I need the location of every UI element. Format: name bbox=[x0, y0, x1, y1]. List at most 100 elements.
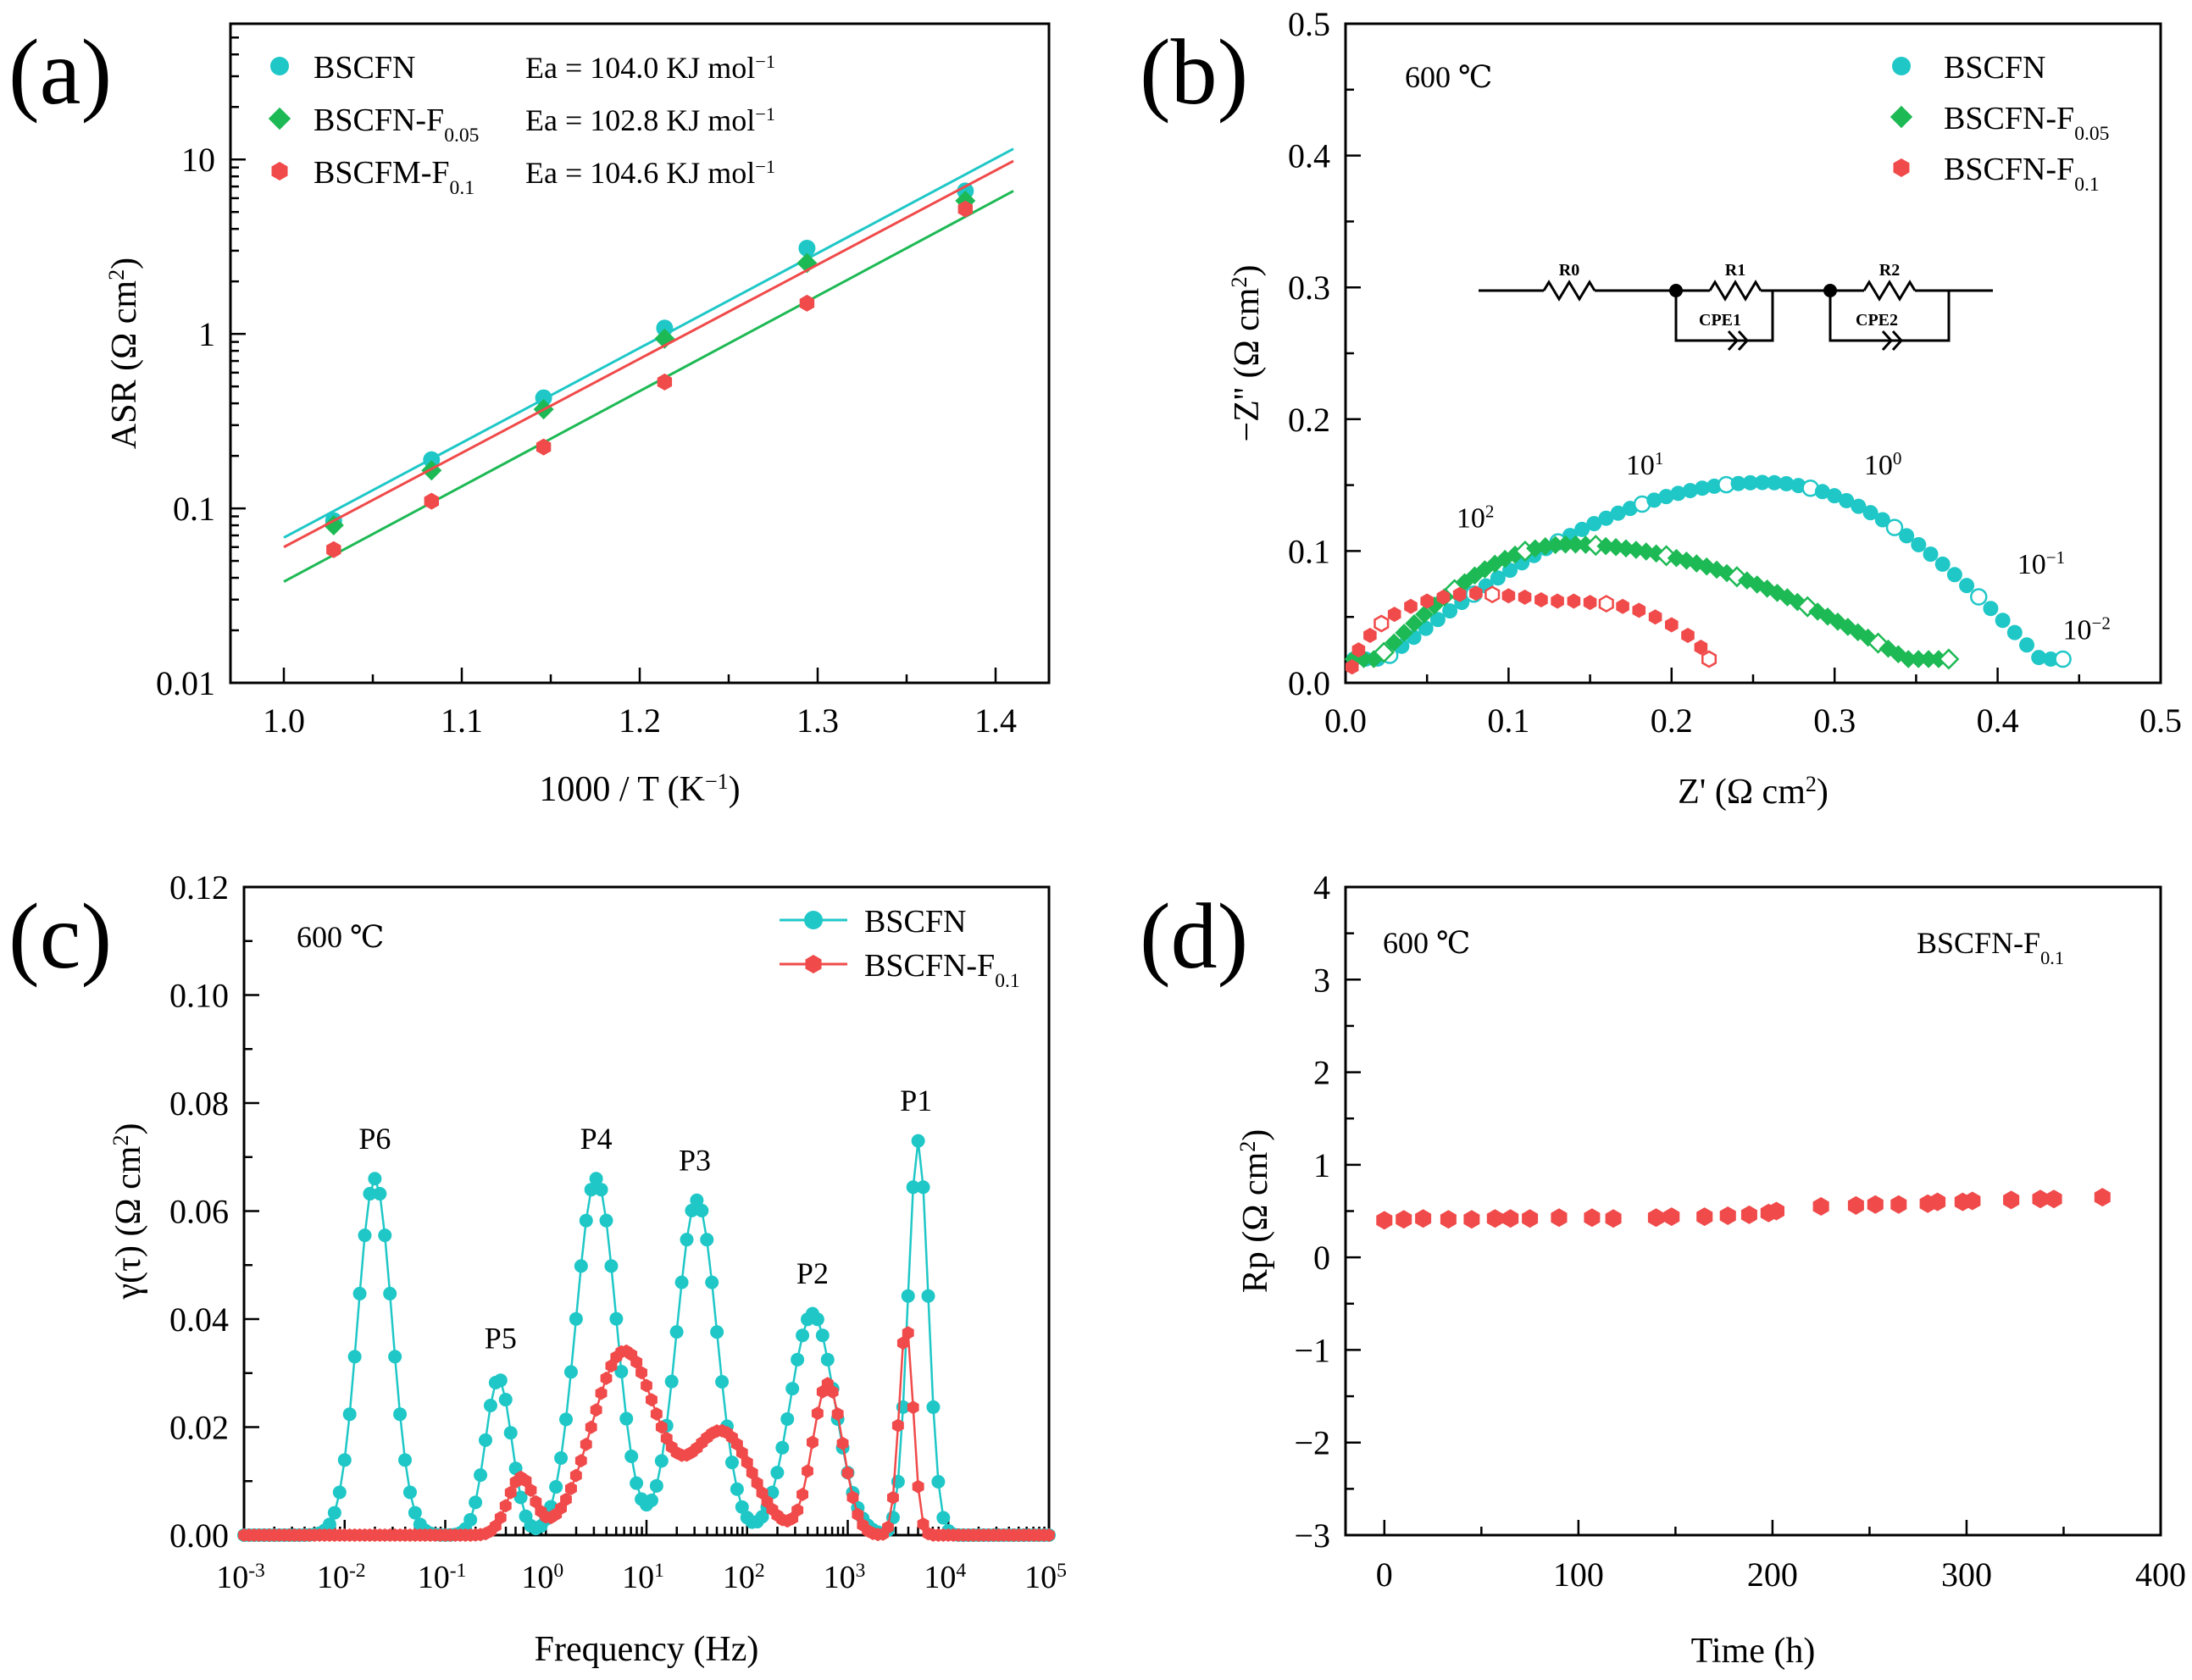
data-point bbox=[1395, 624, 1413, 642]
data-point bbox=[1696, 1207, 1713, 1227]
data-point bbox=[503, 1426, 518, 1440]
data-point bbox=[347, 1350, 362, 1364]
data-point bbox=[383, 1286, 397, 1300]
frequency-label: 10−2 bbox=[2063, 613, 2111, 646]
data-point bbox=[1681, 628, 1695, 643]
data-point bbox=[554, 1451, 569, 1466]
legend-label: BSCFN-F0.1 bbox=[1944, 152, 2100, 196]
data-point bbox=[569, 1311, 583, 1326]
data-point bbox=[1779, 475, 1795, 491]
panel-label: (a) bbox=[8, 20, 112, 124]
legend-label-part: BSCFN bbox=[864, 904, 966, 940]
legend-marker bbox=[1890, 105, 1913, 129]
legend-label-part: 0.1 bbox=[995, 970, 1019, 992]
frequency-label: 101 bbox=[1626, 448, 1664, 481]
y-axis-label-part: ) bbox=[109, 1123, 148, 1135]
data-point bbox=[589, 1172, 603, 1186]
data-point bbox=[388, 1350, 402, 1364]
panel-b: (b) 0.0 0.1 0.2 0.3 0.4 0.5 0.0 0.1 0.2 0.3 0.4 0.5 Z… bbox=[1140, 5, 2182, 812]
temperature-label: 600 ℃ bbox=[1405, 60, 1492, 94]
sample-label-part: 0.1 bbox=[2040, 947, 2064, 968]
data-point bbox=[700, 1233, 714, 1247]
data-point bbox=[770, 1466, 785, 1480]
x-tick-label: 200 bbox=[1747, 1555, 1798, 1594]
y-tick-label: 0.00 bbox=[169, 1516, 229, 1555]
data-point bbox=[549, 1480, 563, 1494]
data-point bbox=[1486, 1209, 1503, 1228]
x-axis-label-part: Z' (Ω cm bbox=[1678, 773, 1806, 812]
data-point bbox=[2006, 624, 2023, 640]
data-point bbox=[530, 1494, 542, 1509]
y-axis-label-part: γ(τ) (Ω cm bbox=[109, 1145, 148, 1300]
data-point bbox=[724, 1455, 739, 1470]
x-tick-label: 400 bbox=[2135, 1555, 2186, 1594]
y-tick-label: 0.4 bbox=[1288, 137, 1330, 175]
legend-label: BSCFM-F0.1 bbox=[314, 155, 474, 199]
data-point bbox=[1808, 602, 1827, 621]
data-point bbox=[1899, 528, 1915, 544]
x-tick-label: 0.5 bbox=[2139, 701, 2182, 740]
legend-label-part: 0.1 bbox=[450, 177, 474, 199]
y-axis-label-part: ASR (Ω cm bbox=[105, 280, 144, 450]
data-point bbox=[907, 1400, 919, 1415]
cpe-CPE2 bbox=[1891, 330, 1904, 352]
data-point bbox=[1885, 518, 1904, 536]
data-point bbox=[911, 1134, 925, 1148]
y-tick-label: 10 bbox=[181, 141, 215, 179]
y-tick-label: 4 bbox=[1313, 868, 1330, 907]
x-tick-label: 0 bbox=[1376, 1555, 1393, 1594]
data-point bbox=[705, 1275, 719, 1289]
cpe-CPE1 bbox=[1737, 330, 1750, 352]
data-point bbox=[604, 1259, 619, 1273]
data-point bbox=[1518, 589, 1532, 605]
data-point bbox=[393, 1407, 408, 1422]
data-point bbox=[656, 319, 674, 337]
data-point bbox=[1648, 609, 1662, 625]
data-point bbox=[798, 239, 816, 257]
x-tick-label: 1.0 bbox=[263, 701, 305, 740]
y-axis-label: −Z'' (Ω cm2) bbox=[1227, 264, 1268, 441]
data-point bbox=[1522, 1209, 1539, 1228]
y-axis-label-part: 2 bbox=[104, 269, 129, 280]
y-tick-label: 0.0 bbox=[1288, 664, 1330, 702]
data-point bbox=[483, 1399, 497, 1413]
data-point bbox=[936, 1511, 951, 1525]
x-tick-label: 0.3 bbox=[1813, 701, 1856, 740]
y-tick-label: 0.1 bbox=[173, 490, 215, 528]
y-tick-label: 0.12 bbox=[169, 868, 229, 907]
legend-marker bbox=[804, 911, 823, 929]
y-tick-label: 0 bbox=[1313, 1239, 1330, 1277]
data-point bbox=[741, 1455, 753, 1470]
data-point bbox=[1567, 593, 1581, 609]
data-point bbox=[710, 1325, 724, 1339]
x-tick-label-part: 10 bbox=[1024, 1560, 1057, 1595]
data-point bbox=[926, 1400, 941, 1414]
x-tick-label: 103 bbox=[824, 1560, 866, 1595]
data-point bbox=[646, 1393, 658, 1407]
x-tick-label: 100 bbox=[521, 1560, 563, 1595]
frequency-label: 100 bbox=[1864, 448, 1902, 481]
data-point bbox=[685, 1203, 699, 1217]
data-point bbox=[1551, 1208, 1568, 1228]
x-tick-label: 1.2 bbox=[619, 701, 661, 740]
data-point bbox=[815, 1328, 830, 1343]
data-point bbox=[799, 294, 815, 312]
data-point bbox=[690, 1193, 704, 1207]
data-point bbox=[1757, 579, 1777, 598]
data-point bbox=[373, 1187, 387, 1201]
x-tick-label-part: 10 bbox=[824, 1560, 856, 1595]
y-tick-label: 0.2 bbox=[1288, 401, 1330, 439]
series-line bbox=[244, 1140, 1049, 1537]
data-point bbox=[2003, 1190, 2020, 1210]
peak-label: P3 bbox=[679, 1143, 711, 1177]
data-point bbox=[2031, 650, 2047, 666]
data-point bbox=[337, 1453, 352, 1467]
data-point bbox=[1616, 598, 1629, 614]
data-point bbox=[802, 1464, 813, 1478]
data-point bbox=[896, 1336, 909, 1350]
data-point bbox=[917, 1517, 930, 1531]
data-point bbox=[810, 1312, 824, 1327]
data-point bbox=[826, 1385, 839, 1399]
legend-ea-part: −1 bbox=[755, 51, 775, 72]
data-point bbox=[479, 1433, 492, 1447]
